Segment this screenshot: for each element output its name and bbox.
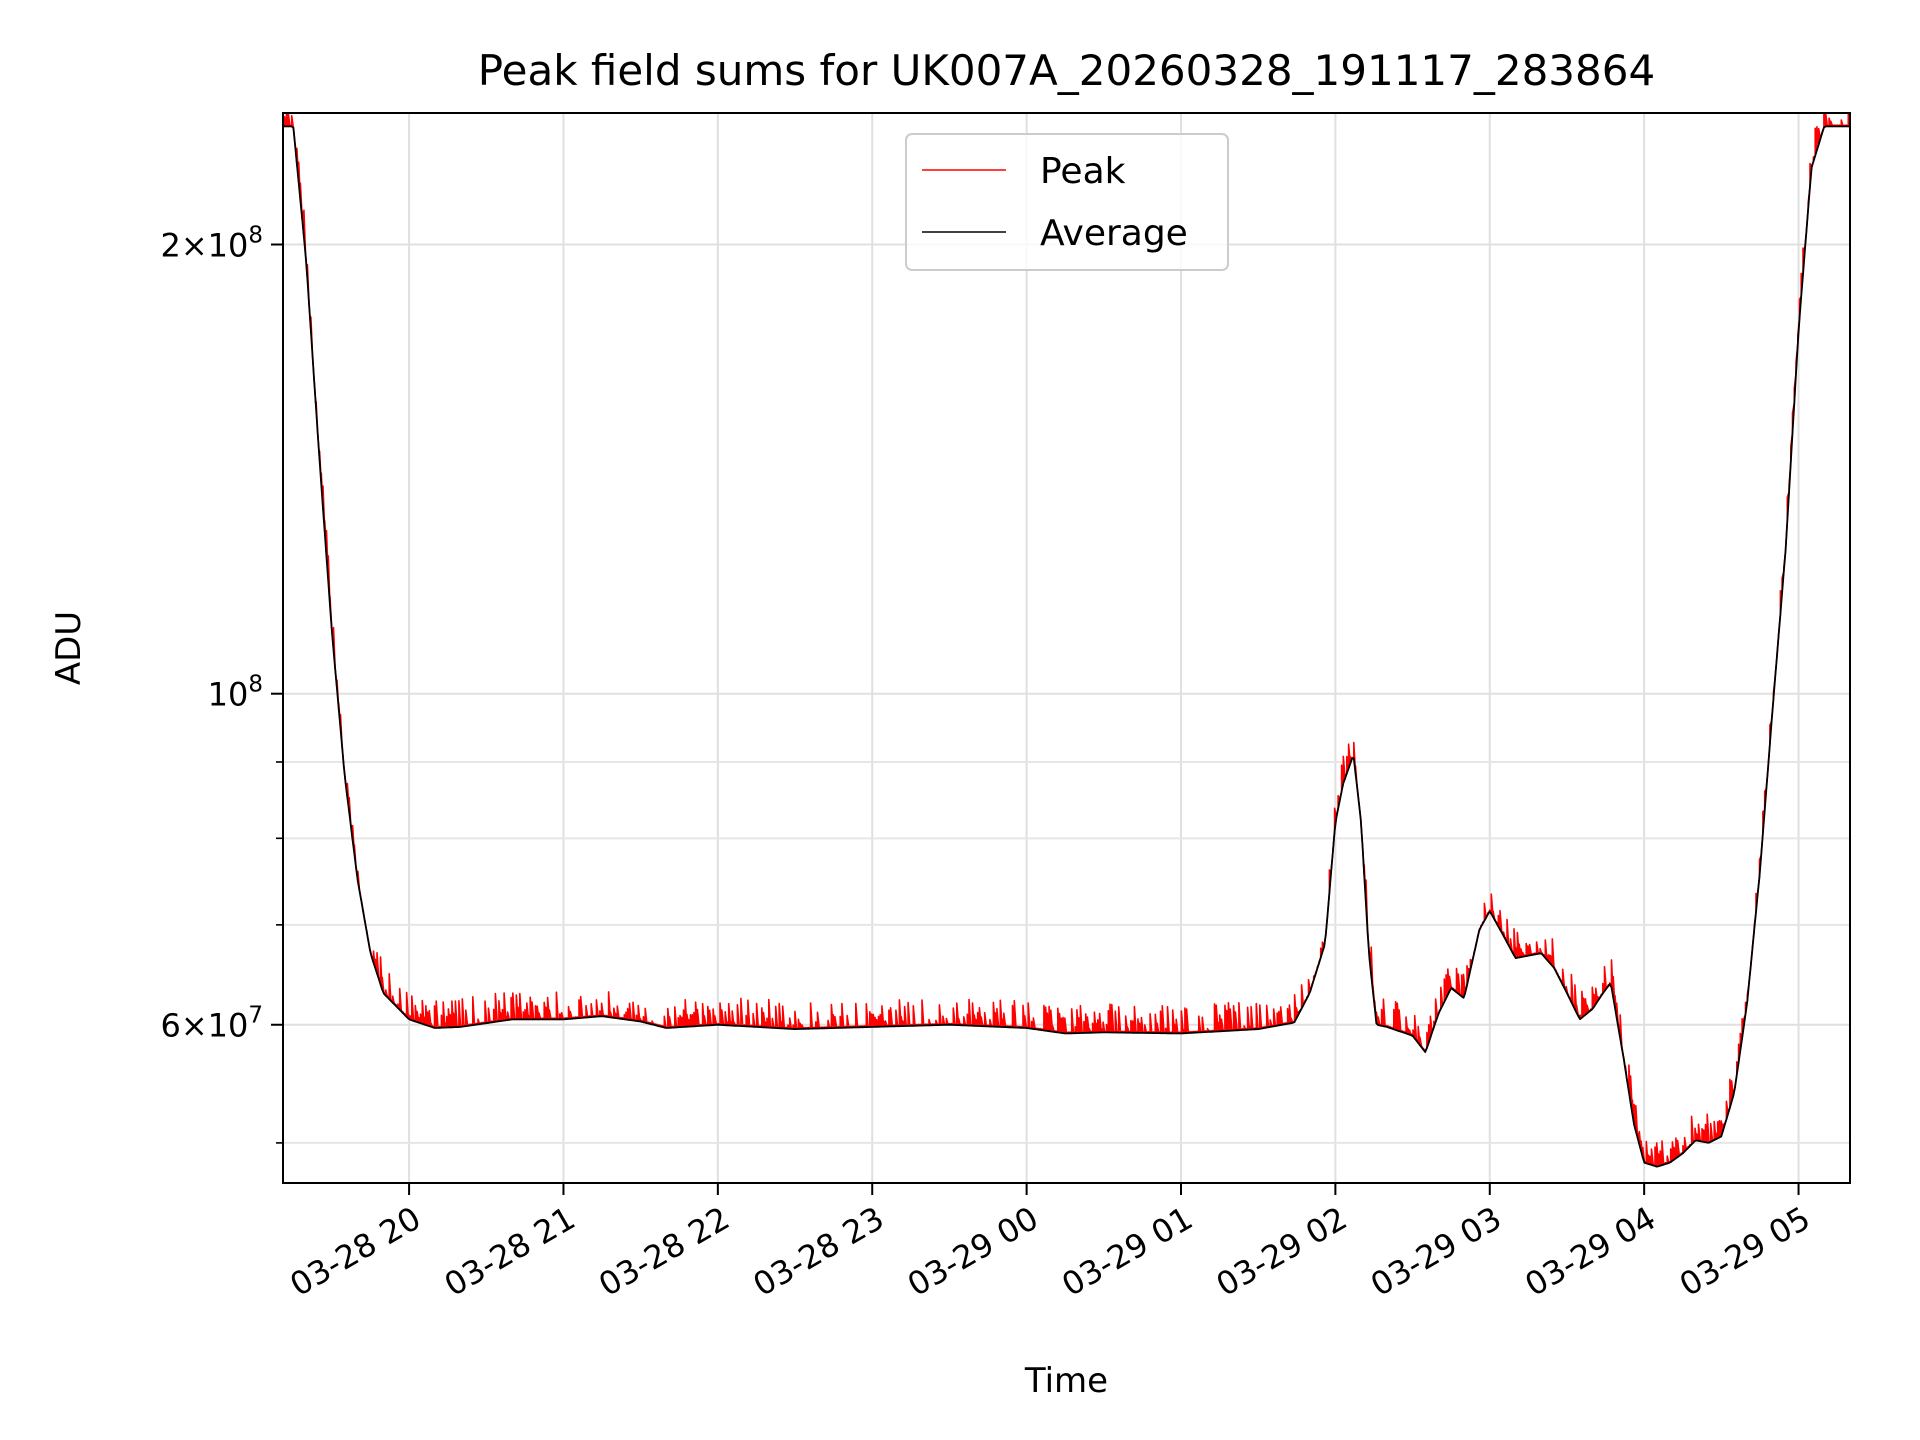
average-series-line: [283, 125, 1850, 1168]
grid-lines: [283, 113, 1850, 1183]
y-tick-label: 6×107: [160, 1003, 263, 1045]
legend-peak-label: Peak: [1040, 151, 1126, 192]
plot-area-frame: [282, 112, 1851, 1184]
y-axis-label: ADU: [49, 611, 89, 685]
legend-box: [905, 133, 1229, 271]
legend: Peak Average: [905, 133, 1229, 271]
y-tick-label: 2×108: [160, 223, 263, 265]
chart-title: Peak field sums for UK007A_20260328_1911…: [478, 46, 1655, 95]
legend-average-label: Average: [1040, 213, 1188, 254]
series-lines: [282, 112, 1851, 1168]
x-axis-label: Time: [1024, 1361, 1108, 1401]
y-tick-label: 108: [208, 672, 263, 714]
